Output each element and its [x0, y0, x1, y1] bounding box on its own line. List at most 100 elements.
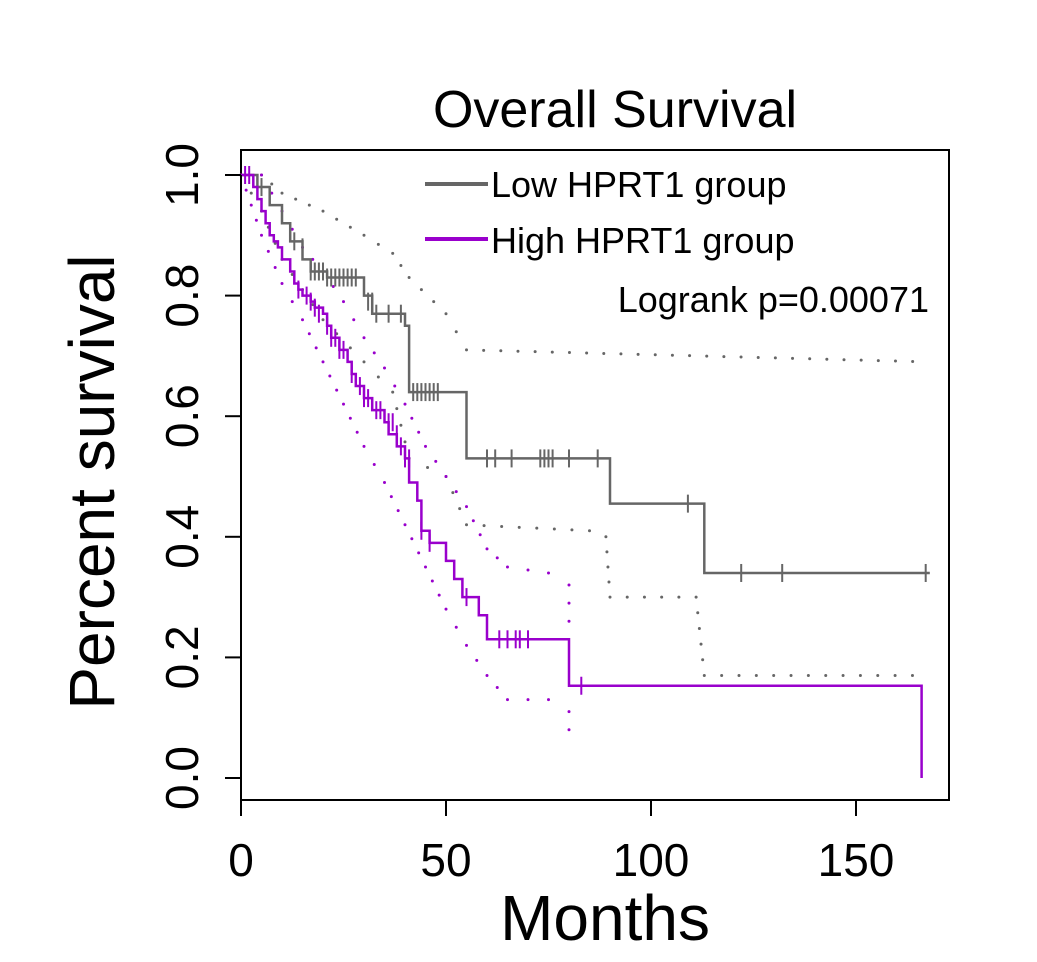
ci-lower-low-dot: [824, 673, 828, 677]
ci-lower-high-dot: [424, 565, 427, 569]
ci-upper-low-dot: [321, 209, 325, 213]
ci-upper-low-dot: [348, 225, 352, 229]
ci-upper-high-dot: [567, 619, 571, 623]
ci-upper-high-dot: [478, 533, 482, 537]
ci-upper-low-dot: [722, 355, 726, 359]
ci-upper-low-dot: [399, 263, 403, 267]
legend: Low HPRT1 group High HPRT1 group Logrank…: [425, 164, 929, 320]
ci-upper-low-dot: [670, 353, 674, 357]
ci-lower-high-dot: [410, 537, 414, 541]
ci-upper-low-dot: [362, 233, 366, 237]
ci-lower-low-dot: [701, 658, 705, 662]
ci-upper-low: [239, 173, 915, 363]
ci-upper-high-dot: [506, 565, 509, 569]
ci-upper-low-dot: [307, 203, 311, 207]
ci-upper-low-dot: [482, 348, 486, 352]
legend-label-low: Low HPRT1 group: [491, 164, 787, 205]
ci-lower-low-dot: [697, 626, 701, 630]
x-tick-label-0: 0: [228, 834, 254, 886]
ci-lower-high-dot: [396, 509, 400, 513]
x-tick-label-50: 50: [420, 834, 471, 886]
ci-lower-low-dot: [403, 440, 407, 444]
ci-lower-low-dot: [321, 318, 325, 322]
x-axis: 0 50 100 150: [228, 799, 894, 886]
ci-lower-high-dot: [475, 658, 479, 662]
ci-upper-low-dot: [391, 251, 395, 255]
ci-upper-high-dot: [372, 351, 376, 355]
y-axis-label: Percent survival: [56, 254, 128, 709]
y-axis: 0.0 0.2 0.4 0.6 0.8 1.0: [156, 143, 242, 810]
ci-upper-low-dot: [653, 353, 657, 357]
ci-upper-high-dot: [465, 505, 468, 509]
ci-lower-low-dot: [311, 303, 315, 307]
ci-lower-low-dot: [570, 528, 574, 532]
ci-lower-low-dot: [660, 595, 664, 599]
ci-upper-low-dot: [619, 352, 623, 356]
confidence-intervals: [239, 173, 915, 732]
ci-upper-high-dot: [270, 191, 274, 195]
ci-lower-low-dot: [517, 525, 521, 529]
ci-upper-high-dot: [547, 571, 550, 575]
ci-upper-high-dot: [454, 490, 458, 494]
ci-lower-low-dot: [482, 524, 486, 528]
ci-lower-high-dot: [328, 374, 332, 378]
ci-lower-high-dot: [465, 643, 468, 647]
ci-lower-low: [239, 173, 914, 677]
y-tick-label-0: 0.0: [156, 746, 208, 810]
ci-upper-high-dot: [417, 430, 421, 434]
ci-lower-low-dot: [858, 673, 862, 677]
ci-lower-low-dot: [395, 407, 399, 411]
ci-upper-high-dot: [362, 336, 366, 340]
ci-upper-high-dot: [260, 173, 263, 177]
logrank-annotation: Logrank p=0.00071: [618, 279, 929, 320]
ci-lower-high-dot: [383, 481, 386, 485]
ci-lower-high-dot: [342, 402, 345, 406]
y-tick-label-0.6: 0.6: [156, 384, 208, 448]
ci-lower-high-dot: [526, 698, 530, 702]
ci-lower-low-dot: [552, 527, 556, 531]
ci-upper-high-dot: [495, 556, 499, 560]
ci-lower-low-dot: [841, 673, 845, 677]
ci-lower-high-dot: [362, 444, 366, 448]
ci-upper-high: [239, 173, 571, 623]
ci-lower-low-dot: [348, 346, 352, 350]
ci-lower-low-dot: [893, 673, 897, 677]
ci-lower-low-dot: [391, 390, 395, 394]
ci-lower-high-dot: [335, 388, 339, 392]
ci-lower-low-dot: [699, 642, 703, 646]
ci-lower-low-dot: [273, 241, 277, 245]
ci-lower-low-dot: [625, 595, 629, 599]
ci-lower-high-dot: [355, 430, 359, 434]
ci-lower-high-dot: [547, 698, 550, 702]
ci-lower-low-dot: [451, 491, 455, 495]
ci-upper-low-dot: [585, 351, 589, 355]
ci-upper-low-dot: [602, 351, 606, 355]
ci-lower-low-dot: [696, 611, 700, 615]
ci-upper-low-dot: [376, 242, 380, 246]
y-tick-label-0.8: 0.8: [156, 264, 208, 328]
ci-upper-high-dot: [434, 459, 438, 463]
ci-upper-low-dot: [499, 349, 503, 353]
ci-upper-high-dot: [403, 402, 407, 406]
ci-upper-low-dot: [280, 191, 284, 195]
ci-lower-high-dot: [348, 416, 352, 420]
ci-lower-low-dot: [426, 465, 430, 469]
ci-upper-low-dot: [454, 330, 458, 334]
ci-upper-high-dot: [567, 601, 571, 605]
ci-lower-high-dot: [249, 203, 253, 207]
ci-lower-high-dot: [430, 579, 434, 583]
ci-lower-low-dot: [876, 673, 880, 677]
ci-upper-low-dot: [893, 359, 897, 363]
ci-lower-high-dot: [301, 318, 304, 322]
ci-lower-high: [239, 173, 571, 732]
y-tick-label-0.4: 0.4: [156, 505, 208, 569]
ci-lower-low-dot: [806, 673, 810, 677]
ci-lower-high-dot: [372, 462, 376, 466]
ci-lower-high-dot: [444, 607, 448, 611]
ci-upper-low-dot: [756, 355, 760, 359]
ci-upper-low-dot: [270, 182, 274, 186]
ci-lower-high-dot: [314, 346, 318, 350]
ci-upper-high-dot: [410, 416, 414, 420]
survival-curves: [241, 173, 930, 778]
ci-lower-high-dot: [567, 710, 571, 714]
